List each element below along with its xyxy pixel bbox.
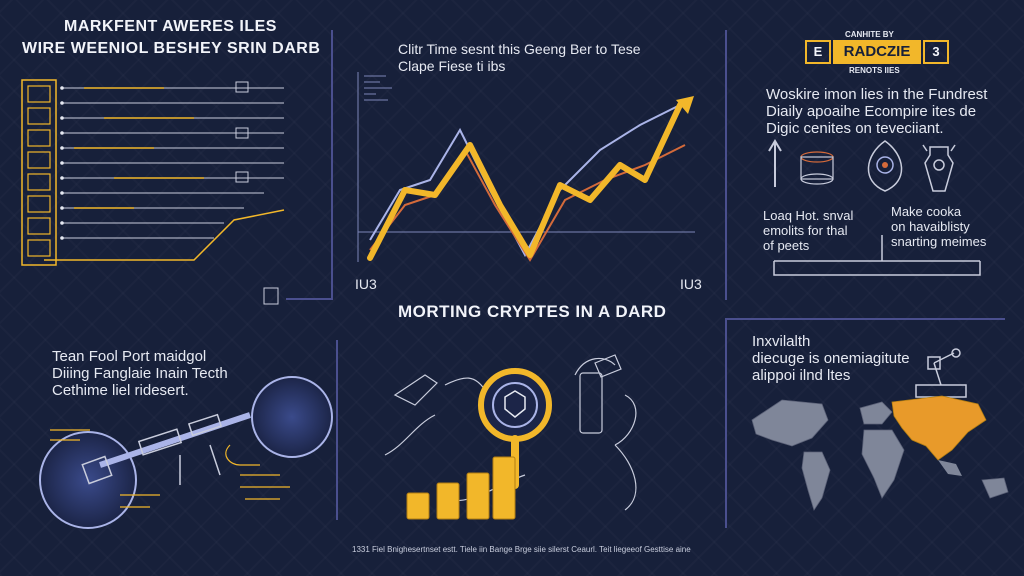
arrow-up-icon (768, 139, 782, 187)
center-heading: MORTING CRYPTES IN A DARD (398, 302, 667, 321)
left-caption-line2: emolits for thal (763, 223, 848, 238)
robot-arm-icon (81, 412, 251, 485)
shield-icon (504, 390, 526, 418)
brand-badge: CANHITE BY E RADCZIE 3 RENOTS IIES (805, 30, 955, 80)
badge-top-label: CANHITE BY (845, 30, 894, 39)
top-left-title-line1: MARKFENT AWERES ILES (64, 18, 277, 35)
coin-stacks (406, 456, 516, 520)
bottom-left-text-line2: Diiing Fanglaie Inain Tecth (52, 365, 228, 382)
divider-bottom-right-top (725, 318, 1005, 320)
chart-heading-line1: Clitr Time sesnt this Geeng Ber to Tese (398, 41, 641, 57)
top-right-right-caption: Make cooka on havaiblisty snarting meime… (891, 204, 986, 249)
planet-icon (251, 376, 333, 458)
bottom-left-text-line3: Cethime liel ridesert. (52, 382, 189, 399)
divider-horizontal-left (286, 298, 333, 300)
badge-main-label: RADCZIE (833, 40, 921, 64)
robot-arm-icon-right (915, 348, 967, 398)
top-left-panel: MARKFENT AWERES ILES WIRE WEENIOL BESHEY… (14, 18, 324, 293)
bottom-right-text-line2: diecuge is onemiagitute (752, 350, 910, 367)
top-left-title-line2: WIRE WEENIOL BESHEY SRIN DARB (22, 40, 321, 57)
divider-vertical-bottom-left (336, 340, 338, 520)
world-map-icon (751, 395, 1009, 511)
left-caption-line1: Loaq Hot. snval (763, 208, 854, 223)
divider-vertical-bottom-right (725, 318, 727, 528)
chart-heading-line2: Clape Fiese ti ibs (398, 58, 506, 74)
top-right-bracket (773, 235, 981, 276)
crypto-illustration (384, 354, 637, 520)
bottom-left-text-line1: Tean Fool Port maidgol (52, 348, 207, 365)
top-right-text-line2: Diaily apoaihe Ecompire ites de (766, 103, 977, 120)
arrow-head-icon (676, 96, 694, 114)
top-right-icons (768, 139, 956, 192)
left-caption-line3: of peets (763, 238, 810, 253)
badge-sub-label: RENOTS IIES (849, 66, 900, 75)
footer-caption: 1331 Fiel Bnighesertnset estt. Tiele iin… (352, 545, 691, 554)
badge-right-box: 3 (923, 40, 949, 64)
top-right-text-line1: Woskire imon lies in the Fundrest (766, 86, 988, 103)
series-line-orange (369, 144, 686, 262)
bottom-right-text-line1: Inxvilalth (752, 333, 811, 350)
bottom-right-text-line3: alippoi ilnd ltes (752, 367, 851, 384)
chart-x-end-label: IU3 (680, 276, 702, 292)
top-right-text-line3: Digic cenites on teveciiant. (766, 120, 944, 137)
top-right-left-caption: Loaq Hot. snval emolits for thal of peet… (763, 208, 853, 253)
target-icon (867, 140, 903, 192)
bottle-icon (922, 144, 956, 192)
divider-vertical-center-right (725, 30, 727, 300)
right-caption-line2: on havaiblisty (891, 219, 970, 234)
coin-stack-icon (800, 151, 834, 185)
badge-left-box: E (805, 40, 831, 64)
divider-vertical-left (331, 30, 333, 298)
right-caption-line1: Make cooka (891, 204, 962, 219)
process-flow-diagram (21, 79, 285, 305)
trend-line-chart (357, 72, 695, 262)
series-line-gold (367, 102, 683, 261)
chart-x-start-label: IU3 (355, 276, 377, 292)
satellite-illustration (39, 376, 333, 529)
magnifier-icon (478, 368, 552, 489)
map-highlight-region (891, 395, 987, 461)
right-caption-line3: snarting meimes (891, 234, 987, 249)
